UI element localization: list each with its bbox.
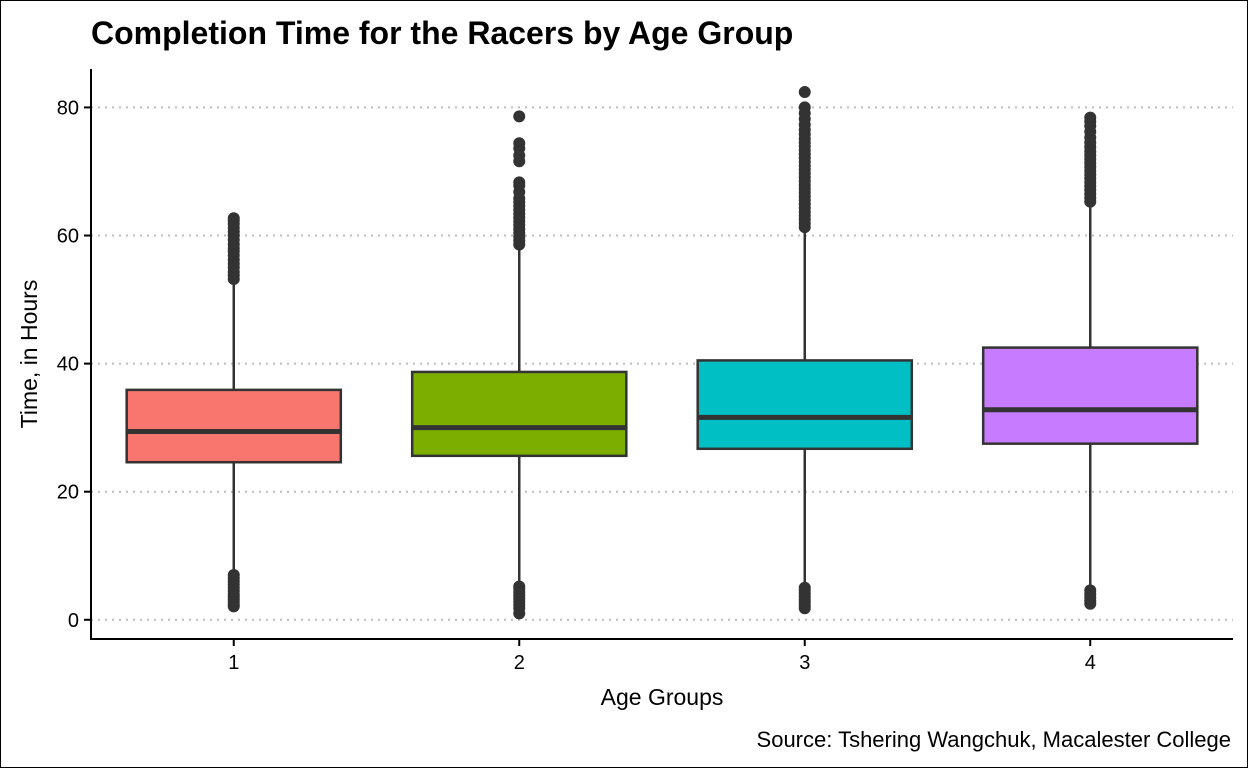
box-group-4 xyxy=(981,111,1199,610)
outlier-point xyxy=(798,86,811,99)
outlier-point xyxy=(513,137,526,150)
outlier-point xyxy=(798,101,811,114)
x-tick-label: 1 xyxy=(228,652,239,674)
outlier-point xyxy=(1084,111,1097,124)
y-axis-title: Time, in Hours xyxy=(16,280,42,429)
ticks-layer: 0 20 40 60 80 1 2 3 4 xyxy=(57,97,1096,674)
y-tick-label: 80 xyxy=(57,97,79,119)
y-tick-label: 20 xyxy=(57,482,79,504)
box-group-1 xyxy=(125,212,343,613)
box-group-3 xyxy=(696,86,914,615)
box-iqr xyxy=(125,388,343,464)
chart-title: Completion Time for the Racers by Age Gr… xyxy=(91,15,793,51)
outlier-point xyxy=(227,212,240,225)
y-tick-label: 60 xyxy=(57,226,79,248)
chart-caption: Source: Tshering Wangchuk, Macalester Co… xyxy=(757,727,1231,752)
x-tick-label: 4 xyxy=(1085,652,1096,674)
outlier-point xyxy=(798,581,811,594)
axes xyxy=(90,69,1233,640)
box-iqr xyxy=(981,346,1199,445)
y-tick-label: 0 xyxy=(68,610,79,632)
outlier-point xyxy=(1084,584,1097,597)
boxes-layer xyxy=(125,86,1199,620)
outlier-point xyxy=(513,176,526,189)
outlier-point xyxy=(513,580,526,593)
gridlines xyxy=(91,106,1233,621)
outlier-point xyxy=(227,568,240,581)
box-group-2 xyxy=(410,110,628,620)
y-tick-label: 40 xyxy=(57,354,79,376)
box-iqr xyxy=(696,359,914,451)
box-iqr xyxy=(410,370,628,458)
x-tick-label: 2 xyxy=(514,652,525,674)
outlier-point xyxy=(513,110,526,123)
x-tick-label: 3 xyxy=(799,652,810,674)
x-axis-title: Age Groups xyxy=(601,684,724,710)
